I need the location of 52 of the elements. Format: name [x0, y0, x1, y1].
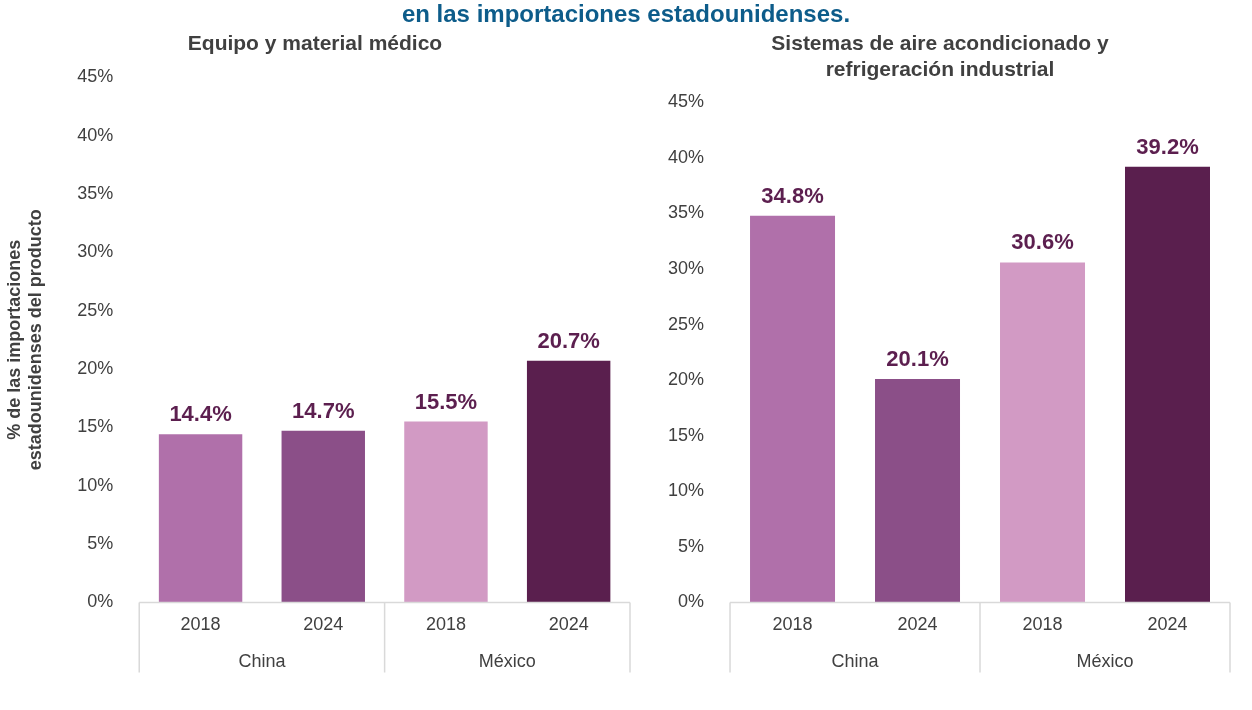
- y-tick-label: 10%: [668, 480, 705, 501]
- data-label: 34.8%: [761, 182, 824, 208]
- y-tick-label: 40%: [77, 124, 114, 145]
- x-tick-label: 2024: [548, 614, 589, 635]
- y-tick-label: 15%: [668, 424, 705, 445]
- x-tick-label: 2024: [303, 614, 344, 635]
- data-label: 14.4%: [169, 401, 232, 427]
- y-axis-title: % de las importaciones estadounidenses del producto: [3, 209, 46, 471]
- bar: [1125, 166, 1210, 603]
- bar: [404, 421, 488, 603]
- y-tick-label: 40%: [668, 146, 705, 167]
- y-tick-label: 20%: [77, 357, 114, 378]
- y-tick-label: 10%: [77, 474, 114, 495]
- y-tick-label: 35%: [77, 182, 114, 203]
- y-tick-label: 0%: [87, 591, 114, 612]
- y-tick-label: 25%: [668, 313, 705, 334]
- x-tick-label: 2018: [772, 614, 813, 635]
- text: México: [1076, 651, 1134, 672]
- y-tick-label: 15%: [77, 416, 114, 437]
- x-tick-label: 2024: [897, 614, 938, 635]
- chart-title: Sistemas de aire acondicionado y refrigeración industrial: [771, 31, 1109, 80]
- text: China: [831, 651, 880, 672]
- x-tick-label: 2018: [180, 614, 221, 635]
- y-tick-label: 30%: [668, 258, 705, 279]
- data-label: 20.1%: [886, 346, 949, 372]
- chart-title: Equipo y material médico: [187, 31, 443, 55]
- y-tick-label: 35%: [668, 202, 705, 223]
- y-tick-label: 0%: [678, 591, 705, 612]
- bar: [526, 360, 611, 603]
- bar: [875, 379, 961, 603]
- bar: [750, 215, 836, 603]
- text: México: [478, 651, 536, 672]
- x-tick-label: 2018: [1022, 614, 1063, 635]
- data-label: 20.7%: [537, 327, 600, 353]
- x-tick-label: 2018: [425, 614, 466, 635]
- data-label: 39.2%: [1136, 133, 1199, 159]
- y-tick-label: 25%: [77, 299, 114, 320]
- y-tick-label: 5%: [87, 533, 114, 554]
- y-tick-label: 45%: [77, 66, 114, 87]
- y-tick-label: 30%: [77, 241, 114, 262]
- bar: [281, 430, 365, 603]
- y-tick-label: 45%: [668, 91, 705, 112]
- bar: [1000, 262, 1086, 603]
- x-tick-label: 2024: [1147, 614, 1188, 635]
- data-label: 30.6%: [1011, 229, 1074, 255]
- text: en las importaciones estadounidenses.: [400, 0, 852, 28]
- y-tick-label: 5%: [678, 535, 705, 556]
- text: China: [238, 651, 287, 672]
- y-tick-label: 20%: [668, 369, 705, 390]
- data-label: 14.7%: [292, 397, 355, 423]
- data-label: 15.5%: [414, 388, 478, 414]
- bar: [158, 434, 243, 603]
